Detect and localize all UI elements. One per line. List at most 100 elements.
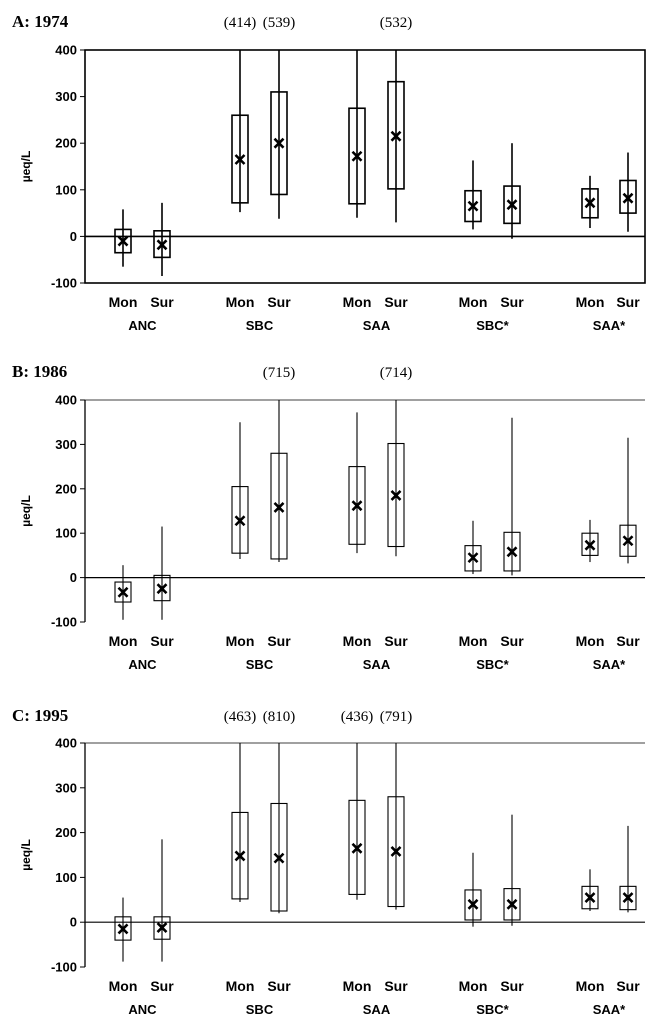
y-tick-label: 400: [55, 736, 77, 751]
iqr-box: [464, 189, 482, 223]
box-sbc-star-mon: [464, 520, 482, 575]
box-saa-mon: [348, 743, 366, 900]
mean-marker: [117, 235, 129, 247]
mean-marker: [234, 515, 246, 527]
y-tick-label: -100: [51, 960, 77, 975]
subgroup-label-sur: Sur: [500, 633, 524, 649]
y-tick-label: 400: [55, 43, 77, 58]
box-saa-sur: [387, 50, 405, 223]
y-tick-label: 300: [55, 437, 77, 452]
mean-marker: [390, 845, 402, 857]
box-sbc-star-sur: [503, 417, 521, 576]
subgroup-label-mon: Mon: [226, 294, 255, 310]
iqr-box: [153, 574, 171, 602]
subgroup-label-sur: Sur: [267, 633, 291, 649]
offscale-max-label: (463): [224, 709, 257, 725]
iqr-box: [581, 532, 599, 556]
group-label: SAA*: [593, 657, 626, 672]
box-saa-star-sur: [619, 437, 637, 564]
iqr-box: [503, 888, 521, 921]
iqr-box: [387, 80, 405, 190]
iqr-box: [231, 486, 249, 554]
mean-marker: [390, 490, 402, 501]
group-label: SBC*: [476, 657, 509, 672]
mean-marker: [467, 898, 479, 910]
box-saa-sur: [387, 400, 405, 557]
subgroup-label-sur: Sur: [384, 294, 408, 310]
iqr-box: [464, 889, 482, 921]
group-label: SBC: [246, 1002, 274, 1017]
y-axis-label: µeq/L: [19, 839, 33, 871]
iqr-box: [581, 188, 599, 219]
group-label: SBC: [246, 657, 274, 672]
offscale-max-label: (532): [380, 15, 413, 31]
subgroup-label-sur: Sur: [616, 978, 640, 994]
subgroup-label-mon: Mon: [343, 978, 372, 994]
offscale-max-label: (436): [341, 709, 374, 725]
iqr-box: [270, 802, 288, 912]
subgroup-label-mon: Mon: [343, 633, 372, 649]
mean-marker: [584, 539, 596, 551]
y-tick-label: 200: [55, 825, 77, 840]
mean-marker: [273, 502, 285, 513]
box-saa-star-sur: [619, 152, 637, 232]
subgroup-label-sur: Sur: [150, 294, 174, 310]
box-sbc-sur: [270, 400, 288, 563]
iqr-box: [114, 581, 132, 603]
subgroup-label-mon: Mon: [226, 978, 255, 994]
y-tick-label: 0: [70, 915, 77, 930]
box-sbc-star-sur: [503, 143, 521, 239]
chart-panel-2: B: 1986 -100 0 100 200 300 400 µeq/L (715) (714) M…: [12, 362, 645, 672]
iqr-box: [619, 524, 637, 557]
box-anc-mon: [114, 897, 132, 962]
group-label: ANC: [128, 1002, 157, 1017]
mean-marker: [117, 586, 129, 598]
box-saa-star-mon: [581, 175, 599, 229]
box-sbc-sur: [270, 743, 288, 914]
mean-marker: [156, 239, 168, 251]
y-tick-label: 0: [70, 229, 77, 244]
subgroup-label-mon: Mon: [109, 633, 138, 649]
y-tick-label: -100: [51, 276, 77, 291]
iqr-box: [270, 452, 288, 560]
mean-marker: [622, 892, 634, 903]
iqr-box: [503, 531, 521, 572]
subgroup-label-sur: Sur: [616, 633, 640, 649]
mean-marker: [584, 892, 596, 903]
subgroup-label-mon: Mon: [226, 633, 255, 649]
box-sbc-sur: [270, 50, 288, 219]
iqr-box: [619, 179, 637, 214]
subgroup-label-sur: Sur: [500, 978, 524, 994]
box-saa-mon: [348, 412, 366, 554]
iqr-box: [231, 114, 249, 204]
offscale-max-label: (791): [380, 709, 413, 725]
iqr-box: [503, 185, 521, 225]
box-anc-sur: [153, 202, 171, 277]
y-axis-label: µeq/L: [19, 495, 33, 527]
group-label: SBC*: [476, 318, 509, 333]
iqr-box: [348, 107, 366, 205]
panel-title: A: 1974: [12, 12, 69, 31]
group-label: ANC: [128, 318, 157, 333]
iqr-box: [231, 811, 249, 900]
mean-marker: [351, 500, 363, 512]
iqr-box: [153, 230, 171, 259]
offscale-max-label: (539): [263, 15, 296, 31]
offscale-max-label: (714): [380, 365, 413, 381]
box-sbc-mon: [231, 422, 249, 559]
iqr-box: [348, 799, 366, 895]
subgroup-label-mon: Mon: [576, 978, 605, 994]
box-anc-sur: [153, 839, 171, 962]
box-sbc-star-mon: [464, 852, 482, 927]
iqr-box: [387, 442, 405, 548]
mean-marker: [506, 199, 518, 211]
box-anc-mon: [114, 565, 132, 620]
iqr-box: [619, 885, 637, 911]
group-label: SAA*: [593, 1002, 626, 1017]
offscale-max-label: (715): [263, 365, 296, 381]
y-tick-label: 200: [55, 481, 77, 496]
iqr-box: [153, 916, 171, 940]
iqr-box: [581, 885, 599, 910]
group-label: SAA: [363, 657, 391, 672]
group-label: ANC: [128, 657, 157, 672]
